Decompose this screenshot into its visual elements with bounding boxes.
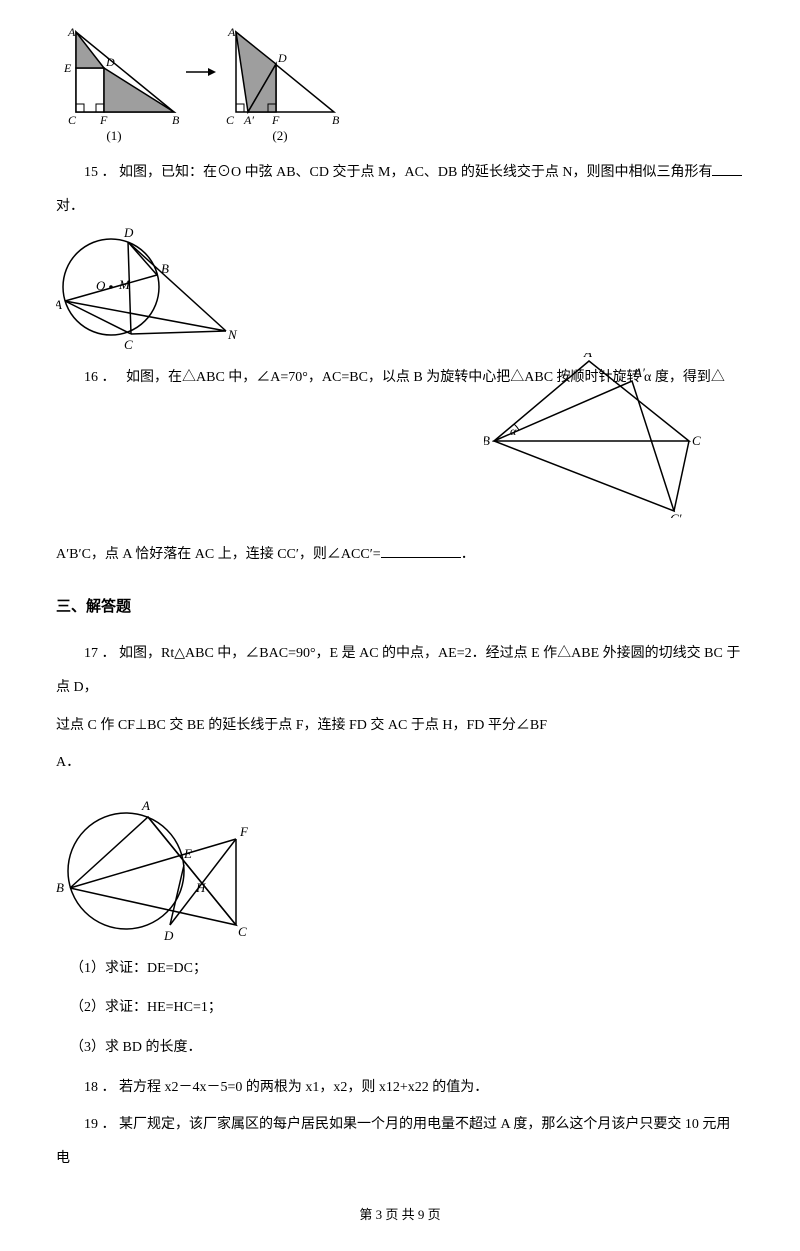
q17-line1: 17 ． 如图，Rt△ABC 中，∠BAC=90°，E 是 AC 的中点，AE=… bbox=[56, 637, 744, 704]
lbl-E1: E bbox=[63, 61, 72, 75]
q17-A: A bbox=[141, 798, 150, 813]
lbl-C2: C bbox=[226, 113, 235, 127]
q17-D: D bbox=[163, 928, 174, 943]
q15-N: N bbox=[227, 327, 238, 342]
q18-body: 若方程 x2－4x－5=0 的两根为 x1，x2，则 x12+x22 的值为． bbox=[119, 1080, 488, 1095]
lbl-D1: D bbox=[105, 55, 115, 69]
footer-mid: 页 共 bbox=[382, 1207, 418, 1222]
q17-B: B bbox=[56, 880, 64, 895]
page-footer: 第 3 页 共 9 页 bbox=[56, 1199, 744, 1230]
top-figure-svg: A E D C F B (1) A D C A′ F B bbox=[56, 28, 356, 148]
q15-O: O bbox=[96, 278, 106, 293]
q16-A2: A′ bbox=[633, 365, 645, 380]
q16-C2: C′ bbox=[670, 511, 682, 518]
q17-E: E bbox=[183, 846, 192, 861]
footer-suffix: 页 bbox=[424, 1207, 440, 1222]
lbl-B2: B bbox=[332, 113, 340, 127]
q16-blank bbox=[381, 543, 461, 558]
lbl-D2: D bbox=[277, 51, 287, 65]
q15-M: M bbox=[118, 277, 131, 292]
q19-text: 19 ． 某厂规定，该厂家属区的每户居民如果一个月的用电量不超过 A 度，那么这… bbox=[56, 1108, 744, 1175]
lbl-F2: F bbox=[271, 113, 280, 127]
q19-num: 19 bbox=[84, 1117, 98, 1132]
q15-B: B bbox=[161, 261, 169, 276]
q17-sub1: （1）求证：DE=DC； bbox=[70, 952, 744, 986]
q18-text: 18 ． 若方程 x2－4x－5=0 的两根为 x1，x2，则 x12+x22 … bbox=[56, 1071, 744, 1105]
lbl-A2: A bbox=[227, 28, 236, 39]
q15-after: 对． bbox=[56, 199, 84, 214]
q15-C: C bbox=[124, 337, 133, 352]
caption-2: (2) bbox=[272, 128, 287, 143]
lbl-C1: C bbox=[68, 113, 77, 127]
q15-dot: ． bbox=[102, 165, 116, 180]
q19-dot: ． bbox=[102, 1117, 116, 1132]
q16-text2a: A′B′C，点 A 恰好落在 AC 上，连接 CC′，则∠ACC′= bbox=[56, 547, 381, 562]
q16-block: 16 ． 如图，在△ABC 中，∠A=70°，AC=BC，以点 B 为旋转中心把… bbox=[56, 361, 744, 571]
q15-blank bbox=[712, 161, 742, 176]
q15-text: 15 ． 如图，已知：在⊙O 中弦 AB、CD 交于点 M，AC、DB 的延长线… bbox=[56, 156, 744, 223]
q17-dot: ． bbox=[102, 646, 116, 661]
top-figure-pair: A E D C F B (1) A D C A′ F B bbox=[56, 28, 744, 148]
q16-num: 16 bbox=[84, 370, 98, 385]
q18-dot: ． bbox=[102, 1080, 116, 1095]
q19-body: 某厂规定，该厂家属区的每户居民如果一个月的用电量不超过 A 度，那么这个月该户只… bbox=[56, 1117, 730, 1166]
lbl-F1: F bbox=[99, 113, 108, 127]
q16-alpha: α bbox=[510, 424, 517, 438]
q15-A: A bbox=[56, 297, 62, 312]
q16-dot: ． bbox=[102, 370, 116, 385]
lbl-B1: B bbox=[172, 113, 180, 127]
q16-line2: A′B′C，点 A 恰好落在 AC 上，连接 CC′，则∠ACC′= ． bbox=[56, 538, 744, 572]
q16-A: A bbox=[583, 353, 592, 360]
section-3-title: 三、解答题 bbox=[56, 589, 744, 625]
q17-figure: A F E H B D C bbox=[56, 786, 744, 946]
footer-prefix: 第 bbox=[359, 1207, 375, 1222]
q15-figure: D O M B A C N bbox=[56, 227, 744, 357]
q15-num: 15 bbox=[84, 165, 98, 180]
q17-F: F bbox=[239, 824, 249, 839]
q17-t1: 如图，Rt△ABC 中，∠BAC=90°，E 是 AC 的中点，AE=2．经过点… bbox=[56, 646, 740, 695]
q16-C: C bbox=[692, 433, 701, 448]
q17-line3: A． bbox=[56, 746, 744, 780]
q17-num: 17 bbox=[84, 646, 98, 661]
q16-figure: α A A′ B C C′ bbox=[484, 353, 704, 518]
q17-sub2: （2）求证：HE=HC=1； bbox=[70, 991, 744, 1025]
q17-line2: 过点 C 作 CF⊥BC 交 BE 的延长线于点 F，连接 FD 交 AC 于点… bbox=[56, 709, 744, 743]
lbl-A2p: A′ bbox=[243, 113, 254, 127]
q16-B: B bbox=[484, 433, 490, 448]
q15-D: D bbox=[123, 227, 134, 240]
lbl-A1: A bbox=[67, 28, 76, 39]
caption-1: (1) bbox=[106, 128, 121, 143]
q16-text2b: ． bbox=[461, 547, 475, 562]
q18-num: 18 bbox=[84, 1080, 98, 1095]
q15-body: 如图，已知：在⊙O 中弦 AB、CD 交于点 M，AC、DB 的延长线交于点 N… bbox=[119, 165, 712, 180]
q17-H: H bbox=[195, 880, 206, 895]
q17-C: C bbox=[238, 924, 247, 939]
q17-sub3: （3）求 BD 的长度． bbox=[70, 1031, 744, 1065]
